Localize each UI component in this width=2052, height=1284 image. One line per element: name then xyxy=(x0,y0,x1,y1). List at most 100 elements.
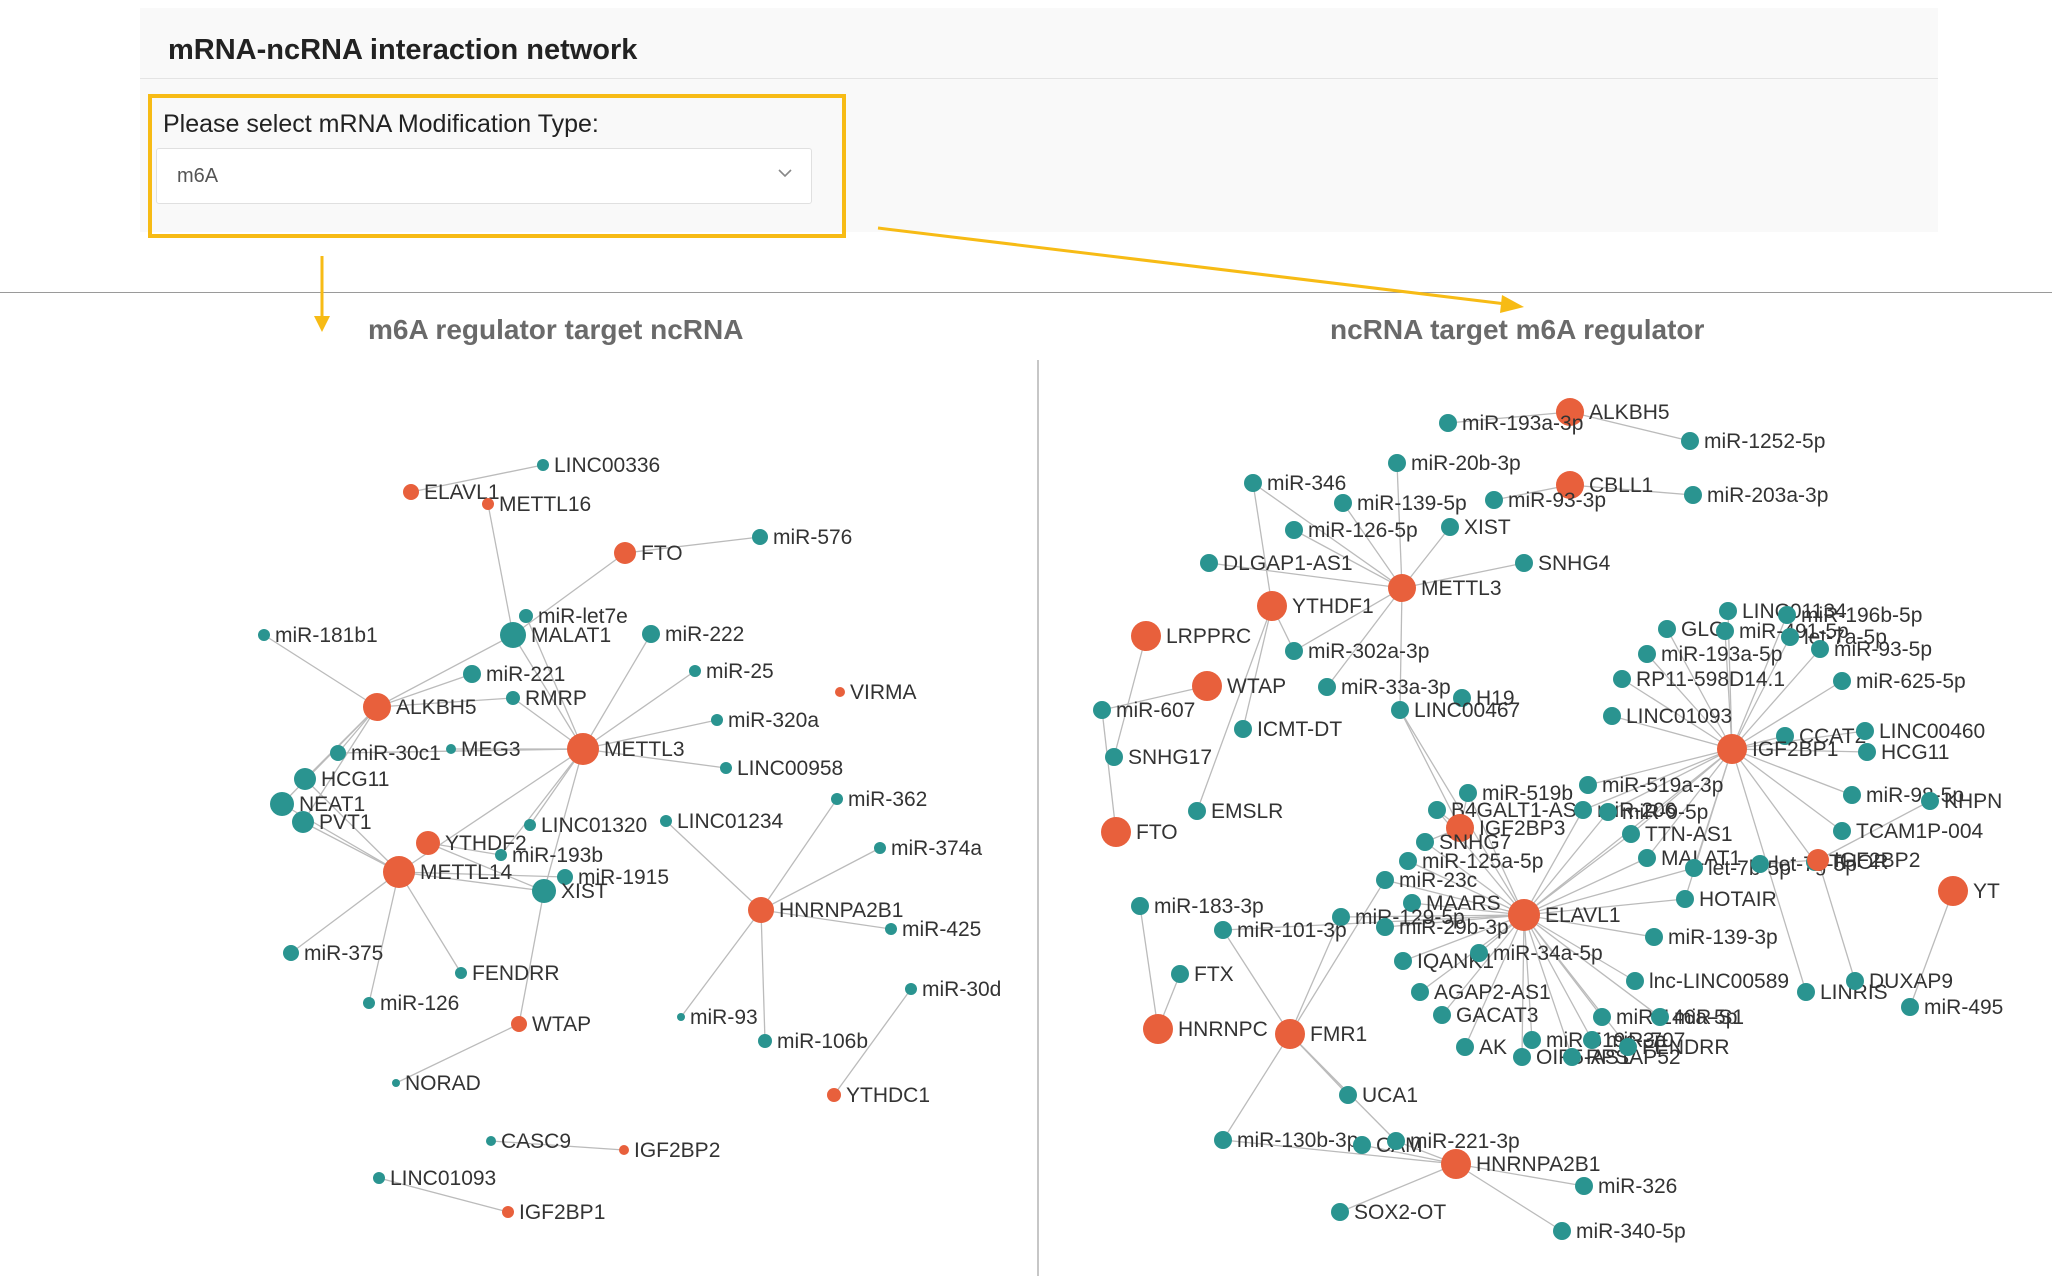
right-node-snhg7[interactable]: SNHG7 xyxy=(1416,831,1511,854)
node-marker[interactable] xyxy=(1456,1038,1474,1056)
node-marker[interactable] xyxy=(1645,928,1663,946)
right-node-mir-20b-3p[interactable]: miR-20b-3p xyxy=(1388,452,1521,475)
right-node-snhg4[interactable]: SNHG4 xyxy=(1515,552,1611,575)
right-node-mir-101-3p[interactable]: miR-101-3p xyxy=(1214,919,1347,942)
node-marker[interactable] xyxy=(1781,628,1799,646)
right-node-igf2bp3[interactable]: IGF2BP3 xyxy=(1446,814,1565,842)
chevron-down-icon[interactable] xyxy=(775,163,795,183)
right-node-linc00460[interactable]: LINC00460 xyxy=(1856,720,1985,743)
modification-type-select[interactable]: m6A xyxy=(156,148,812,204)
node-marker[interactable] xyxy=(1553,1222,1571,1240)
node-marker[interactable] xyxy=(1638,849,1656,867)
node-marker[interactable] xyxy=(1684,486,1702,504)
node-marker[interactable] xyxy=(677,1013,685,1021)
node-marker[interactable] xyxy=(294,768,316,790)
node-marker[interactable] xyxy=(557,869,573,885)
node-marker[interactable] xyxy=(1234,720,1252,738)
right-node-icmt-dt[interactable]: ICMT-DT xyxy=(1234,718,1342,741)
node-marker[interactable] xyxy=(1285,521,1303,539)
node-marker[interactable] xyxy=(1403,894,1421,912)
left-node-mir-374a[interactable]: miR-374a xyxy=(874,837,982,860)
node-marker[interactable] xyxy=(1339,1086,1357,1104)
node-marker[interactable] xyxy=(1901,998,1919,1016)
left-node-rmrp[interactable]: RMRP xyxy=(506,687,587,710)
left-node-mir-181b1[interactable]: miR-181b1 xyxy=(258,624,378,647)
right-node-mir-625-5p[interactable]: miR-625-5p xyxy=(1833,670,1966,693)
left-node-mir-362[interactable]: miR-362 xyxy=(831,788,927,811)
node-marker[interactable] xyxy=(1131,897,1149,915)
left-node-mir-425[interactable]: miR-425 xyxy=(885,918,981,941)
node-marker[interactable] xyxy=(455,967,467,979)
right-node-hotair[interactable]: HOTAIR xyxy=(1676,888,1777,911)
node-marker[interactable] xyxy=(1515,554,1533,572)
right-node-maars[interactable]: MAARS xyxy=(1403,892,1501,915)
node-marker[interactable] xyxy=(1938,876,1968,906)
left-node-mir-30d[interactable]: miR-30d xyxy=(905,978,1001,1001)
left-node-mir-1915[interactable]: miR-1915 xyxy=(557,866,669,889)
left-node-mir-25[interactable]: miR-25 xyxy=(689,660,774,683)
right-node-fmr1[interactable]: FMR1 xyxy=(1275,1019,1367,1049)
left-node-linc01093[interactable]: LINC01093 xyxy=(373,1167,496,1190)
left-node-igf2bp2[interactable]: IGF2BP2 xyxy=(619,1139,720,1162)
left-node-malat1[interactable]: MALAT1 xyxy=(500,622,611,648)
right-node-mir-193a-5p[interactable]: miR-193a-5p xyxy=(1638,643,1782,666)
right-node-dlgap1-as1[interactable]: DLGAP1-AS1 xyxy=(1200,552,1353,575)
node-marker[interactable] xyxy=(1716,622,1734,640)
left-node-linc01234[interactable]: LINC01234 xyxy=(660,810,784,833)
left-node-ythdf2[interactable]: YTHDF2 xyxy=(416,831,527,855)
right-node-linc00467[interactable]: LINC00467 xyxy=(1391,699,1520,722)
node-marker[interactable] xyxy=(831,793,843,805)
left-node-norad[interactable]: NORAD xyxy=(392,1072,481,1095)
right-node-linc01093[interactable]: LINC01093 xyxy=(1603,705,1732,728)
right-node-mir-519a-3p[interactable]: miR-519a-3p xyxy=(1579,774,1723,797)
node-marker[interactable] xyxy=(363,693,391,721)
node-marker[interactable] xyxy=(720,762,732,774)
right-node-rp11-598d14-1[interactable]: RP11-598D14.1 xyxy=(1613,668,1785,691)
node-marker[interactable] xyxy=(283,945,299,961)
node-marker[interactable] xyxy=(1376,871,1394,889)
right-node-khpn[interactable]: KHPN xyxy=(1921,790,2002,813)
right-node-alkbh5[interactable]: ALKBH5 xyxy=(1556,398,1670,426)
right-node-fto[interactable]: FTO xyxy=(1101,817,1178,847)
right-node-mir-9-5p[interactable]: miR-9-5p xyxy=(1599,801,1708,824)
node-marker[interactable] xyxy=(660,815,672,827)
right-node-mir-221-3p[interactable]: miR-221-3p xyxy=(1387,1130,1520,1153)
left-node-mir-126[interactable]: miR-126 xyxy=(363,992,459,1015)
node-marker[interactable] xyxy=(1599,803,1617,821)
node-marker[interactable] xyxy=(1619,1038,1637,1056)
node-marker[interactable] xyxy=(711,714,723,726)
node-marker[interactable] xyxy=(1399,852,1417,870)
node-marker[interactable] xyxy=(1523,1031,1541,1049)
node-marker[interactable] xyxy=(502,1206,514,1218)
right-node-igf2bp2[interactable]: IGF2BP2 xyxy=(1807,849,1920,872)
right-node-hnrnpa2b1[interactable]: HNRNPA2B1 xyxy=(1441,1149,1600,1179)
node-marker[interactable] xyxy=(1751,855,1769,873)
node-marker[interactable] xyxy=(1579,776,1597,794)
right-node-fendrr[interactable]: FENDRR xyxy=(1619,1036,1730,1059)
node-marker[interactable] xyxy=(373,1172,385,1184)
node-marker[interactable] xyxy=(463,665,481,683)
right-node-lnc-linc00589[interactable]: lnc-LINC00589 xyxy=(1626,970,1789,993)
node-marker[interactable] xyxy=(1459,784,1477,802)
node-marker[interactable] xyxy=(1681,432,1699,450)
left-node-hnrnpa2b1[interactable]: HNRNPA2B1 xyxy=(748,897,903,923)
right-node-mir-607[interactable]: miR-607 xyxy=(1093,699,1195,722)
right-node-mir-139-3p[interactable]: miR-139-3p xyxy=(1645,926,1778,949)
node-marker[interactable] xyxy=(1776,727,1794,745)
node-marker[interactable] xyxy=(363,997,375,1009)
right-node-elavl1[interactable]: ELAVL1 xyxy=(1508,899,1621,931)
left-node-xist[interactable]: XIST xyxy=(532,879,608,903)
right-node-mir-203a-3p[interactable]: miR-203a-3p xyxy=(1684,484,1828,507)
node-marker[interactable] xyxy=(614,542,636,564)
node-marker[interactable] xyxy=(1376,918,1394,936)
node-marker[interactable] xyxy=(1575,1177,1593,1195)
right-node-wtap[interactable]: WTAP xyxy=(1192,671,1286,701)
left-node-mir-375[interactable]: miR-375 xyxy=(283,942,383,965)
left-node-mettl3[interactable]: METTL3 xyxy=(567,733,685,765)
left-node-mettl14[interactable]: METTL14 xyxy=(383,856,513,888)
node-marker[interactable] xyxy=(1470,944,1488,962)
node-marker[interactable] xyxy=(1613,670,1631,688)
node-marker[interactable] xyxy=(258,629,270,641)
right-node-mir-125a-5p[interactable]: miR-125a-5p xyxy=(1399,850,1543,873)
node-marker[interactable] xyxy=(1318,678,1336,696)
